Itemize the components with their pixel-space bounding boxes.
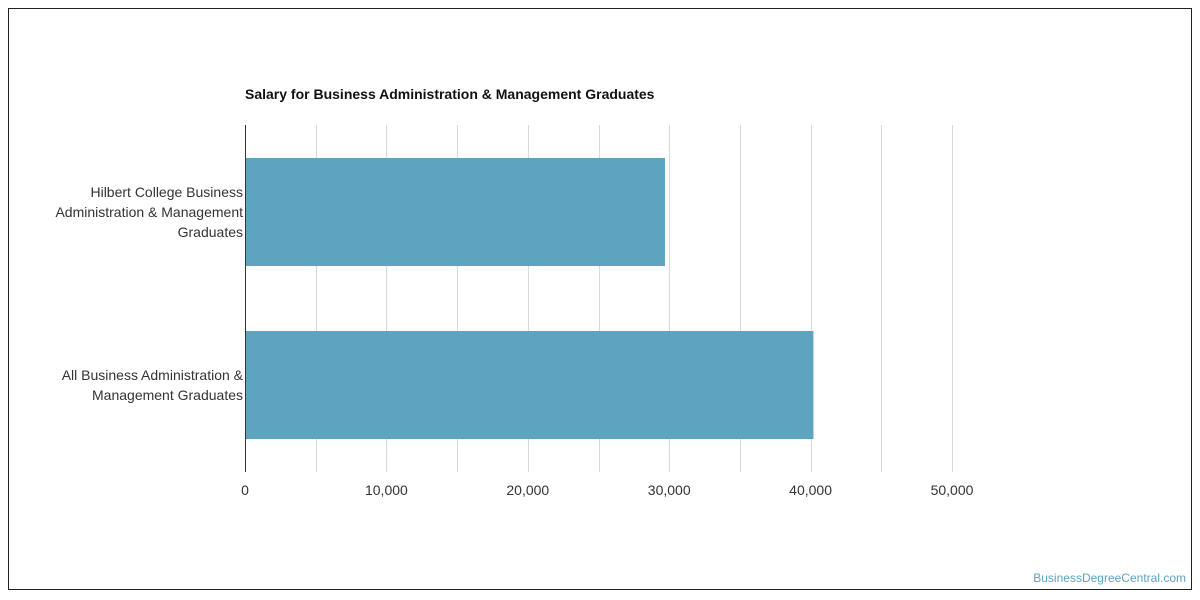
bar bbox=[245, 331, 814, 439]
x-tick-label: 50,000 bbox=[931, 482, 974, 498]
watermark[interactable]: BusinessDegreeCentral.com bbox=[1033, 571, 1186, 585]
category-label: Hilbert College Business Administration &… bbox=[55, 184, 243, 240]
x-tick-label: 10,000 bbox=[365, 482, 408, 498]
bar bbox=[245, 158, 665, 266]
x-tick-label: 40,000 bbox=[789, 482, 832, 498]
category-label: All Business Administration & Management … bbox=[62, 367, 244, 403]
x-tick-label: 20,000 bbox=[506, 482, 549, 498]
x-tick-label: 30,000 bbox=[648, 482, 691, 498]
x-tick-label: 0 bbox=[241, 482, 249, 498]
chart-title: Salary for Business Administration & Man… bbox=[245, 86, 655, 102]
